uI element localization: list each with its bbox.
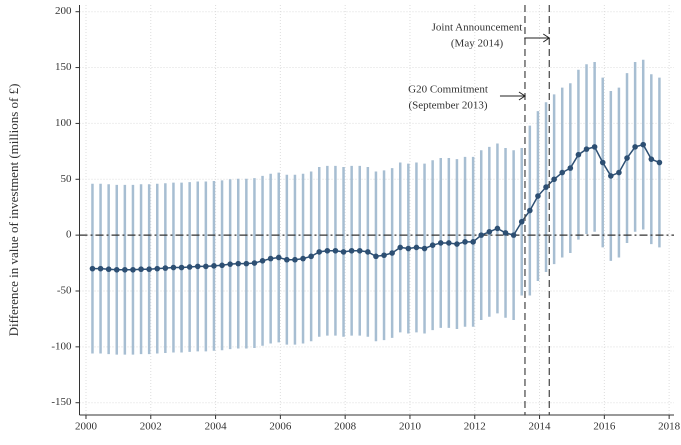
- y-tick-label: -150: [51, 396, 72, 408]
- point: [227, 261, 233, 267]
- point: [154, 265, 161, 272]
- point: [219, 262, 225, 269]
- point: [543, 184, 549, 190]
- point: [89, 265, 96, 272]
- arrow-head: [518, 91, 526, 101]
- point: [535, 193, 541, 199]
- point: [235, 260, 242, 267]
- annotation-text: G20 Commitment: [408, 84, 488, 96]
- point: [640, 141, 647, 148]
- point: [559, 169, 566, 176]
- point: [138, 266, 144, 273]
- point: [486, 228, 493, 235]
- point: [292, 256, 298, 263]
- point: [405, 245, 412, 252]
- point: [413, 244, 420, 251]
- point: [194, 263, 201, 270]
- point: [624, 155, 630, 161]
- point: [105, 266, 112, 273]
- point: [478, 232, 485, 238]
- point: [632, 144, 638, 150]
- annotation-text: (May 2014): [451, 38, 504, 50]
- point: [203, 263, 209, 270]
- arrow-head: [542, 33, 551, 43]
- point: [551, 176, 557, 183]
- point: [494, 225, 501, 232]
- point: [583, 146, 590, 152]
- point: [316, 249, 323, 255]
- point: [97, 265, 104, 272]
- x-tick-label: 2010: [399, 421, 422, 433]
- point: [186, 264, 193, 270]
- point: [251, 260, 258, 266]
- x-tick-label: 2016: [593, 421, 616, 433]
- point: [267, 255, 274, 262]
- point: [300, 255, 306, 262]
- point: [170, 264, 177, 271]
- point: [608, 173, 614, 179]
- y-tick-label: 50: [61, 173, 73, 185]
- point: [332, 247, 339, 254]
- point: [397, 244, 404, 251]
- point: [122, 266, 128, 273]
- point: [162, 265, 169, 271]
- point: [178, 264, 185, 271]
- point: [599, 159, 606, 166]
- y-tick-label: 150: [55, 61, 72, 73]
- point: [518, 218, 525, 225]
- point: [308, 253, 314, 260]
- point: [527, 207, 533, 214]
- point: [429, 242, 436, 248]
- point: [381, 252, 387, 259]
- point: [648, 156, 655, 162]
- point: [275, 254, 282, 261]
- point: [389, 250, 395, 256]
- y-tick-label: 0: [66, 229, 72, 241]
- point: [243, 260, 250, 267]
- y-tick-label: 200: [55, 5, 72, 17]
- y-tick-label: -50: [57, 285, 72, 297]
- point: [373, 253, 379, 260]
- point: [567, 165, 574, 171]
- y-axis-title: Difference in value of investment (milli…: [6, 84, 21, 337]
- point: [348, 247, 355, 254]
- annotation-text: (September 2013): [408, 100, 487, 112]
- annotation-text: Joint Announcement: [432, 22, 523, 34]
- point: [462, 239, 468, 245]
- point: [502, 230, 509, 236]
- x-tick-label: 2000: [75, 421, 98, 433]
- point: [340, 249, 347, 255]
- point: [470, 239, 476, 245]
- point: [146, 266, 152, 273]
- point: [421, 245, 428, 252]
- x-tick-label: 2008: [334, 421, 357, 433]
- point: [616, 169, 622, 176]
- point: [656, 159, 663, 166]
- x-tick-label: 2018: [658, 421, 681, 433]
- x-tick-label: 2012: [464, 421, 486, 433]
- point: [211, 263, 217, 269]
- point: [510, 232, 517, 238]
- point: [130, 266, 136, 273]
- point: [259, 258, 266, 264]
- x-tick-label: 2002: [140, 421, 162, 433]
- point: [365, 249, 371, 255]
- point: [446, 240, 452, 246]
- point: [454, 241, 460, 247]
- point: [437, 240, 444, 246]
- y-tick-label: 100: [55, 117, 72, 129]
- x-tick-label: 2004: [205, 421, 228, 433]
- x-tick-label: 2006: [269, 421, 292, 433]
- x-tick-label: 2014: [529, 421, 552, 433]
- point: [575, 151, 582, 158]
- point: [113, 266, 120, 273]
- point: [356, 247, 363, 254]
- point: [284, 256, 290, 263]
- point: [324, 247, 331, 254]
- y-tick-label: -100: [51, 340, 72, 352]
- point: [591, 144, 598, 150]
